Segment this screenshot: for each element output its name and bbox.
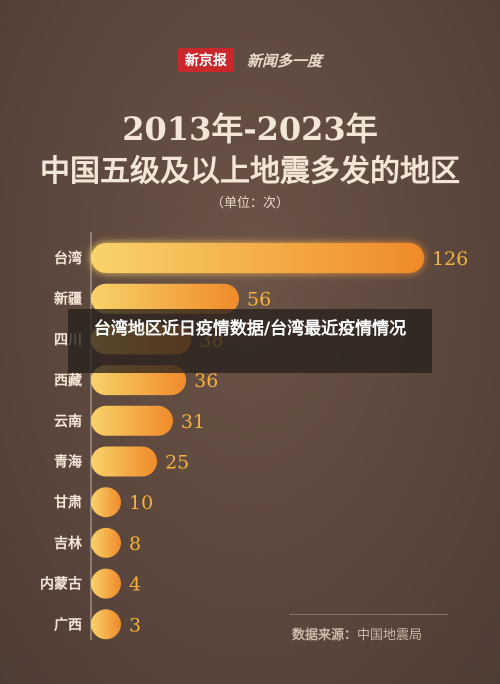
bar [91,243,424,273]
category-label: 西藏 [54,372,82,389]
value-label: 126 [432,248,468,270]
brand-slogan: 新闻多一度 [247,51,323,70]
value-label: 25 [165,452,189,474]
value-label: 4 [129,574,141,596]
bar [91,527,121,558]
category-label: 内蒙古 [40,576,82,593]
source-label: 数据来源： [292,628,358,643]
source-divider [290,614,448,615]
bar [91,405,173,436]
bar [91,446,158,477]
chart-subtitle: 中国五级及以上地震多发的地区 [40,154,460,189]
bar [91,487,121,518]
source-value: 中国地震局 [357,628,423,643]
category-label: 广西 [54,616,82,633]
chart-unit: （单位：次） [210,196,289,211]
category-label: 台湾 [54,250,82,267]
brand-logo: 新京报 [177,48,234,72]
bar [91,609,121,640]
overlay-caption: 台湾地区近日疫情数据/台湾最近疫情情况 [68,309,432,373]
value-label: 3 [129,614,141,636]
category-label: 甘肃 [54,494,82,511]
category-label: 云南 [54,413,82,430]
bar [91,568,121,599]
category-label: 青海 [54,454,82,471]
value-label: 36 [194,370,218,392]
chart-title: 2013年-2023年 [122,110,378,148]
bar [91,283,239,314]
value-label: 10 [129,492,153,514]
category-label: 吉林 [54,535,82,552]
category-label: 新疆 [54,291,82,308]
value-label: 31 [181,411,205,433]
value-label: 8 [129,533,141,555]
brand-header: 新京报 新闻多一度 [0,48,500,72]
data-source: 数据来源：中国地震局 [292,624,422,643]
value-label: 56 [247,289,271,311]
